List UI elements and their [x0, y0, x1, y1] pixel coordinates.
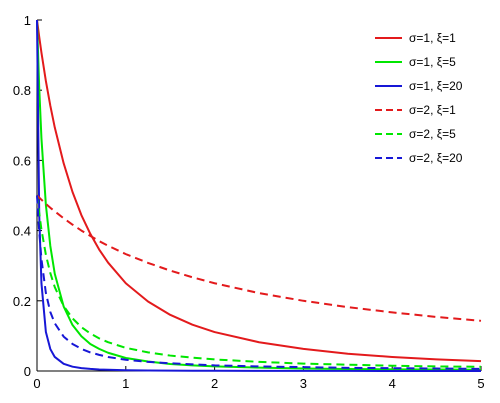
x-tick-label: 5 [477, 376, 484, 391]
series-line-5 [36, 195, 482, 368]
x-tick-label: 2 [211, 376, 218, 391]
legend-item: σ=1, ξ=1 [375, 31, 456, 45]
legend-item: σ=1, ξ=5 [375, 55, 456, 69]
tick-labels: 0 1 2 3 4 5 0 0.2 0.4 0.6 0.8 1 [13, 13, 485, 391]
legend-item: σ=2, ξ=20 [375, 151, 463, 165]
legend-item: σ=2, ξ=5 [375, 127, 456, 141]
series-line-4 [36, 194, 482, 322]
y-tick-label: 1 [24, 13, 31, 28]
x-tick-label: 0 [33, 376, 40, 391]
series-line-2 [36, 19, 482, 371]
tick-marks [36, 19, 482, 372]
series-line-3 [36, 19, 481, 372]
y-tick-label: 0.4 [13, 224, 31, 239]
legend-label: σ=2, ξ=5 [409, 127, 456, 141]
legend-label: σ=2, ξ=20 [409, 151, 463, 165]
series-line-1 [36, 19, 482, 363]
legend-label: σ=1, ξ=1 [409, 31, 456, 45]
legend-item: σ=1, ξ=20 [375, 79, 463, 93]
legend-label: σ=1, ξ=20 [409, 79, 463, 93]
x-tick-label: 3 [300, 376, 307, 391]
x-tick-label: 4 [389, 376, 396, 391]
legend-label: σ=1, ξ=5 [409, 55, 456, 69]
axes [36, 20, 481, 372]
y-tick-label: 0 [24, 364, 31, 379]
legend-label: σ=2, ξ=1 [409, 103, 456, 117]
y-tick-label: 0.6 [13, 153, 31, 168]
series-line-6 [36, 195, 482, 370]
legend: σ=1, ξ=1 σ=1, ξ=5 σ=1, ξ=20 σ=2, ξ=1 σ=2, ξ=… [375, 31, 463, 165]
series-lines [36, 19, 482, 372]
y-tick-label: 0.8 [13, 83, 31, 98]
x-tick-label: 1 [122, 376, 129, 391]
legend-item: σ=2, ξ=1 [375, 103, 456, 117]
y-tick-label: 0.2 [13, 294, 31, 309]
